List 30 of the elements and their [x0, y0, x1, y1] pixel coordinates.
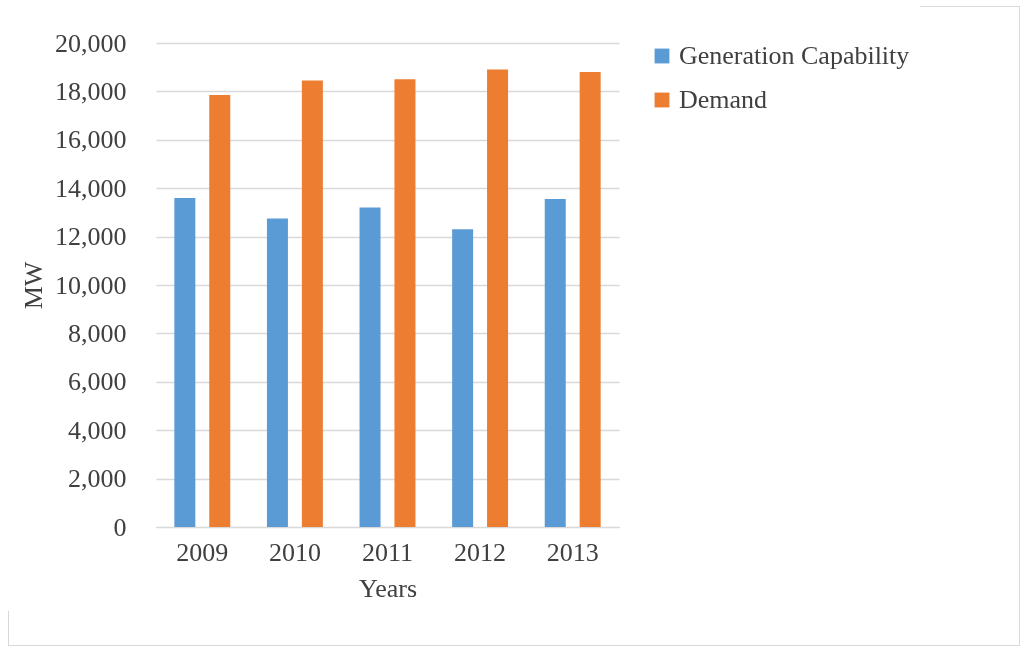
y-tick-label: 16,000 — [55, 125, 127, 155]
x-tick-label: 2012 — [454, 537, 507, 567]
x-tick-label: 2010 — [268, 537, 321, 567]
bar — [394, 79, 416, 527]
y-tick-label: 20,000 — [55, 28, 127, 58]
y-axis-title: MW — [19, 261, 48, 310]
y-tick-label: 14,000 — [55, 173, 127, 203]
legend-label: Demand — [679, 85, 768, 114]
y-tick-label: 18,000 — [55, 76, 127, 106]
y-tick-label: 4,000 — [68, 415, 127, 445]
bar — [579, 72, 601, 527]
bar — [209, 95, 231, 527]
x-tick-label: 2013 — [546, 537, 599, 567]
bar — [544, 199, 566, 527]
x-tick-label: 2009 — [176, 537, 229, 567]
x-axis-title: Years — [358, 573, 418, 603]
bar — [301, 80, 323, 527]
y-tick-label: 12,000 — [55, 222, 127, 252]
y-tick-label: 10,000 — [55, 270, 127, 300]
y-tick-label: 0 — [113, 512, 127, 542]
bar — [359, 207, 381, 527]
legend-label: Generation Capability — [679, 41, 910, 70]
y-tick-label: 2,000 — [68, 464, 127, 494]
y-tick-label: 6,000 — [68, 367, 127, 397]
bar — [174, 197, 196, 527]
bar — [266, 218, 288, 527]
bar — [452, 229, 474, 527]
x-tick-label: 2011 — [361, 537, 414, 567]
bar — [487, 69, 509, 527]
y-tick-label: 8,000 — [68, 318, 127, 348]
